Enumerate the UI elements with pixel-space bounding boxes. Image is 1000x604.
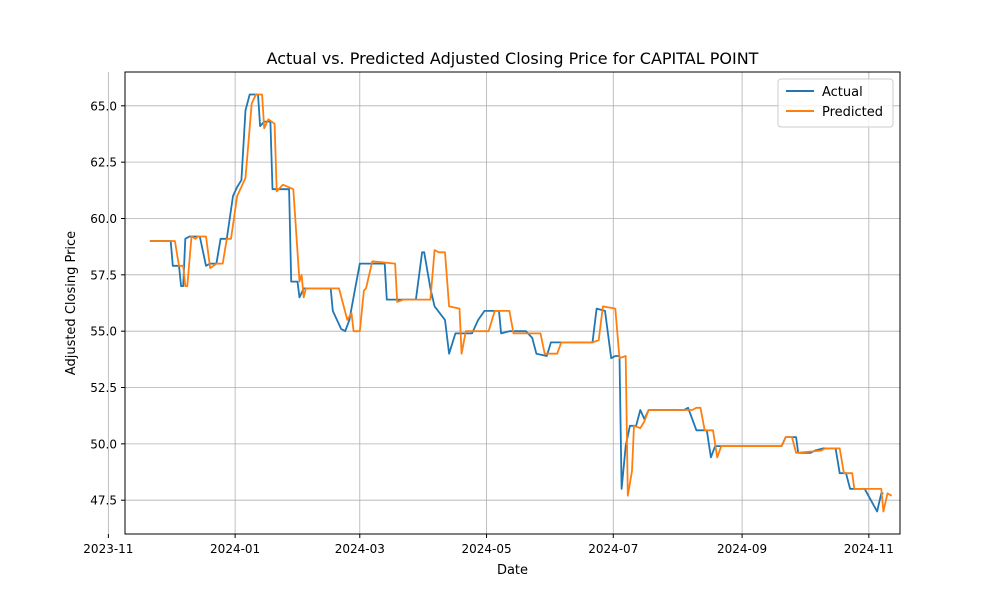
y-axis-label: Adjusted Closing Price — [64, 231, 79, 375]
y-tick-label: 62.5 — [90, 156, 117, 170]
x-tick-label: 2024-07 — [588, 542, 638, 556]
x-axis-ticks: 2023-11 2024-01 2024-03 2024-05 2024-07 2024-… — [83, 534, 894, 556]
series-lines — [149, 93, 893, 513]
y-tick-label: 47.5 — [90, 494, 117, 508]
chart-title: Actual vs. Predicted Adjusted Closing Pr… — [267, 49, 759, 68]
plot-frame — [124, 71, 901, 535]
legend-label-actual: Actual — [822, 85, 863, 100]
y-tick-label: 50.0 — [90, 437, 117, 451]
x-tick-label: 2024-01 — [210, 542, 260, 556]
y-axis-ticks: 47.5 50.0 52.5 55.0 57.5 60.0 62.5 65.0 — [90, 99, 125, 508]
y-tick-label: 65.0 — [90, 99, 117, 113]
series-line-predicted — [149, 93, 893, 513]
y-tick-label: 55.0 — [90, 325, 117, 339]
x-tick-label: 2023-11 — [83, 542, 133, 556]
legend-label-predicted: Predicted — [822, 105, 883, 120]
y-tick-label: 52.5 — [90, 381, 117, 395]
y-tick-label: 60.0 — [90, 212, 117, 226]
x-tick-label: 2024-03 — [335, 542, 385, 556]
x-tick-label: 2024-05 — [461, 542, 511, 556]
y-tick-label: 57.5 — [90, 268, 117, 282]
x-tick-label: 2024-09 — [717, 542, 767, 556]
x-tick-label: 2024-11 — [844, 542, 894, 556]
series-line-actual — [149, 93, 884, 513]
x-axis-label: Date — [497, 563, 528, 578]
legend: Actual Predicted — [777, 78, 894, 128]
